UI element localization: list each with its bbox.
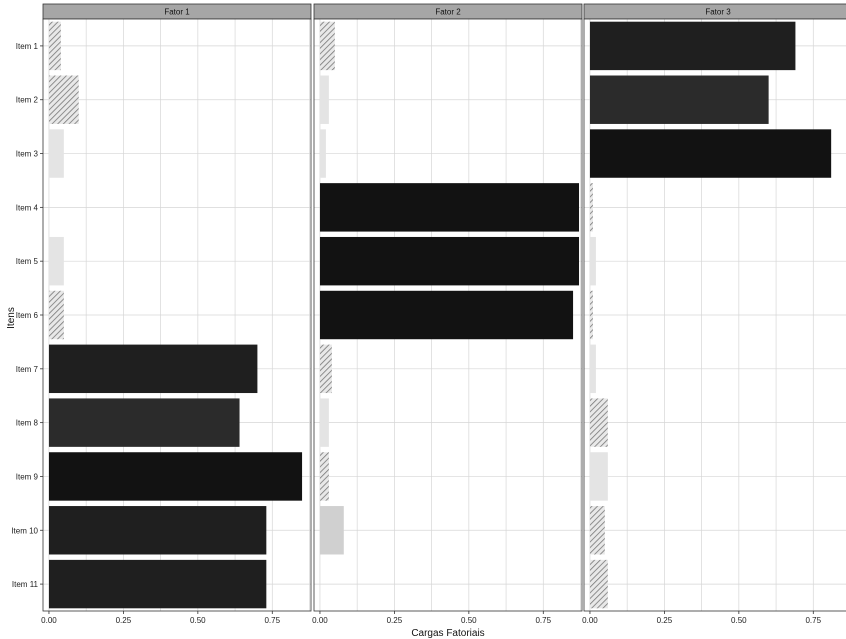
x-tick-label: 0.75 [264,616,280,625]
bar-fator-1-item-6 [48,290,64,340]
bar-fator-3-item-3 [589,129,832,178]
bar-fator-2-item-7 [319,344,332,394]
bar-fator-1-item-2 [48,75,79,124]
bar-fator-1-item-11 [48,559,267,609]
bar-fator-2-item-8 [319,398,329,447]
y-tick-label-item-5: Item 5 [16,257,39,266]
bar-fator-1-item-3 [48,129,64,178]
panel-fator-3: Fator 3 0.00 0.25 0.50 0.75 [582,3,846,625]
strip-label-fator-2: Fator 2 [435,8,461,17]
y-tick-label-item-7: Item 7 [16,365,39,374]
x-tick-label: 0.25 [387,616,403,625]
x-tick-label: 0.75 [805,616,821,625]
bar-fator-3-item-2 [589,75,769,124]
bar-fator-2-item-2 [319,75,329,124]
y-tick-label-item-6: Item 6 [16,311,39,320]
bar-fator-2-item-10 [319,506,344,555]
bar-fator-3-item-9 [589,452,608,501]
bar-fator-1-item-8 [48,398,240,447]
bar-fator-1-item-7 [48,344,258,394]
bar-fator-3-item-7 [589,344,596,394]
x-tick-label: 0.00 [312,616,328,625]
x-tick-label: 0.25 [116,616,132,625]
y-axis-title: Itens [6,307,17,329]
y-tick-label-item-3: Item 3 [16,150,39,159]
bar-fator-3-item-10 [589,506,605,555]
y-tick-label-item-11: Item 11 [12,580,39,589]
x-tick-label: 0.50 [461,616,477,625]
bar-fator-3-item-1 [589,21,796,71]
y-tick-label-item-2: Item 2 [16,96,39,105]
x-tick-label: 0.25 [657,616,673,625]
strip-label-fator-1: Fator 1 [164,8,190,17]
bar-fator-1-item-1 [48,21,61,71]
y-axis: Item 1 Item 2 Item 3 Item 4 Item 5 Item 6 Item… [11,42,43,589]
x-tick-label: 0.50 [190,616,206,625]
y-tick-label-item-4: Item 4 [16,203,39,212]
panel-border-fator-3 [583,18,846,612]
y-tick-label-item-9: Item 9 [16,472,39,481]
panels-layer: Fator 1 0.00 0.25 0.50 0.75 Fator 2 0.00 0.25 0.… [41,3,846,625]
bar-fator-2-item-6 [319,290,574,340]
bar-fator-2-item-9 [319,452,329,501]
y-tick-label-item-8: Item 8 [16,419,39,428]
bar-fator-3-item-11 [589,559,608,609]
bar-fator-1-item-10 [48,506,267,555]
bar-fator-1-item-9 [48,452,303,501]
y-tick-label-item-10: Item 10 [11,526,38,535]
panel-fator-2: Fator 2 0.00 0.25 0.50 0.75 [312,3,583,625]
bar-fator-2-item-5 [319,236,580,286]
x-tick-label: 0.75 [535,616,551,625]
bar-fator-2-item-1 [319,21,335,71]
panel-fator-1: Fator 1 0.00 0.25 0.50 0.75 [41,3,312,625]
strip-label-fator-3: Fator 3 [705,8,731,17]
x-tick-label: 0.50 [731,616,747,625]
y-tick-label-item-1: Item 1 [16,42,39,51]
bar-fator-2-item-3 [319,129,326,178]
bar-fator-3-item-4 [589,183,593,232]
panel-border-fator-2 [313,18,583,612]
x-axis-title: Cargas Fatoriais [411,628,484,639]
bar-fator-2-item-4 [319,183,580,232]
bar-fator-3-item-5 [589,236,596,286]
bar-fator-3-item-8 [589,398,608,447]
bar-fator-1-item-5 [48,236,64,286]
x-tick-label: 0.00 [582,616,598,625]
x-tick-label: 0.00 [41,616,57,625]
bar-fator-3-item-6 [589,290,593,340]
